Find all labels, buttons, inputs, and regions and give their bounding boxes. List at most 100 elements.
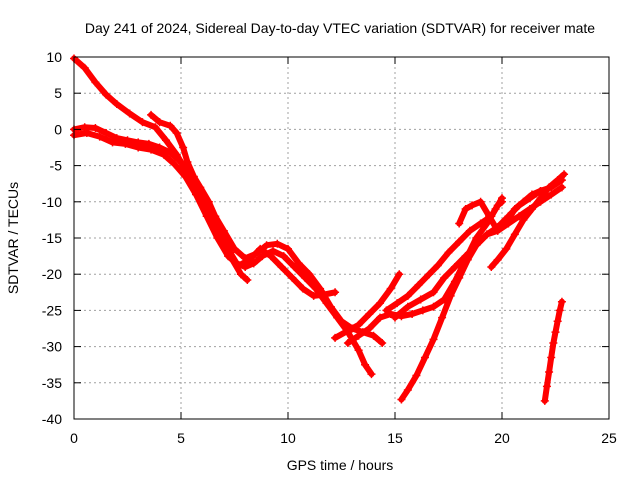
data-point	[266, 252, 275, 261]
chart-title: Day 241 of 2024, Sidereal Day-to-day VTE…	[85, 20, 595, 36]
data-point	[403, 386, 412, 395]
x-axis-label: GPS time / hours	[287, 457, 394, 473]
data-point	[204, 197, 213, 206]
data-point	[166, 121, 175, 130]
data-point	[159, 150, 168, 159]
series-trace	[71, 55, 375, 378]
data-point	[465, 226, 474, 235]
data-point	[365, 310, 374, 319]
data-point	[510, 230, 519, 239]
data-point	[326, 302, 335, 311]
data-point	[241, 254, 250, 263]
data-point	[429, 302, 438, 311]
data-point	[547, 353, 556, 362]
data-point	[493, 226, 502, 235]
data-point	[354, 320, 363, 329]
data-point	[337, 317, 346, 326]
data-point	[483, 230, 492, 239]
data-point	[91, 123, 100, 132]
y-tick-label: -25	[42, 302, 62, 318]
data-point	[425, 270, 434, 279]
data-point	[290, 262, 299, 271]
data-point	[134, 143, 143, 152]
data-point	[376, 299, 385, 308]
y-tick-label: -40	[42, 411, 62, 427]
data-point	[151, 123, 160, 132]
data-point	[418, 306, 427, 315]
data-point	[162, 136, 171, 145]
data-point	[331, 288, 340, 297]
data-point	[243, 275, 252, 284]
data-point	[262, 241, 271, 250]
x-tick-label: 20	[494, 430, 510, 446]
data-point	[557, 297, 566, 306]
data-point	[382, 306, 391, 315]
data-point	[170, 160, 179, 169]
data-point	[555, 306, 564, 315]
x-tick-label: 10	[280, 430, 296, 446]
data-point	[251, 249, 260, 258]
data-point	[202, 212, 211, 221]
axis-ticks	[73, 56, 610, 420]
data-point	[343, 338, 352, 347]
y-tick-label: -5	[50, 158, 63, 174]
data-point	[183, 157, 192, 166]
data-point	[211, 212, 220, 221]
data-point	[429, 288, 438, 297]
data-point	[82, 129, 91, 138]
data-point	[420, 353, 429, 362]
x-tick-labels: 0 5 10 15 20 25	[70, 430, 617, 446]
data-point	[301, 273, 310, 282]
data-point	[493, 201, 502, 210]
data-point	[172, 129, 181, 138]
data-point	[557, 183, 566, 192]
data-point	[331, 333, 340, 342]
data-point	[213, 234, 222, 242]
data-point	[455, 219, 464, 228]
data-point	[450, 262, 459, 271]
series-trace	[344, 195, 505, 346]
data-point	[412, 371, 421, 380]
data-point	[189, 172, 198, 181]
data-point	[493, 255, 502, 264]
data-point	[365, 324, 374, 333]
data-point	[551, 328, 560, 337]
data-point	[391, 313, 399, 322]
data-point	[386, 310, 395, 319]
series-trace	[71, 124, 251, 283]
data-point	[125, 109, 134, 118]
data-point	[343, 326, 352, 335]
x-tick-label: 5	[177, 430, 185, 446]
x-tick-label: 15	[387, 430, 403, 446]
y-tick-label: -10	[42, 194, 62, 210]
data-point	[455, 237, 464, 246]
data-point	[166, 148, 175, 157]
data-point	[545, 367, 554, 376]
data-point	[378, 338, 387, 347]
data-point	[429, 335, 438, 344]
data-point	[472, 241, 481, 250]
data-point	[393, 299, 402, 308]
series-trace	[488, 171, 568, 270]
data-point	[147, 145, 156, 154]
data-point	[191, 190, 200, 199]
data-point	[444, 248, 453, 257]
data-point	[269, 247, 278, 256]
data-point	[279, 252, 288, 261]
data-point	[502, 219, 511, 228]
y-tick-label: 5	[54, 85, 62, 101]
data-point	[236, 270, 245, 279]
data-point	[547, 190, 556, 199]
data-point	[395, 270, 404, 279]
data-point	[224, 252, 233, 261]
data-point	[102, 90, 111, 99]
data-point	[112, 100, 121, 109]
data-point	[487, 262, 496, 271]
data-point	[440, 273, 449, 282]
data-point	[288, 273, 297, 282]
data-point	[461, 252, 470, 261]
y-tick-label: 0	[54, 121, 62, 137]
data-point	[519, 197, 528, 206]
data-point	[277, 262, 286, 271]
